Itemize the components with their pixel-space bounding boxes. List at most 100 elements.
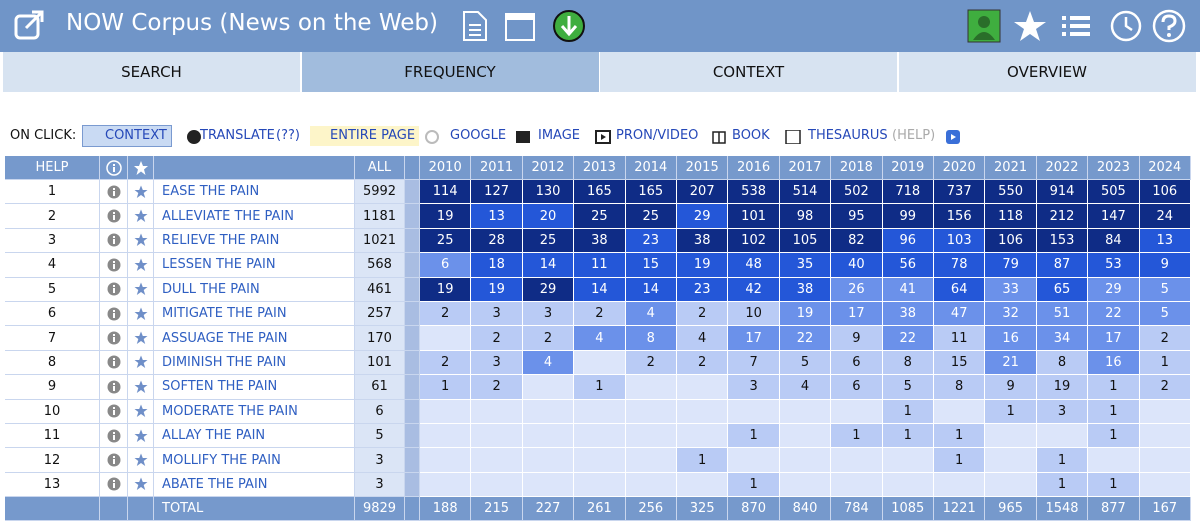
info-icon[interactable]: [107, 477, 121, 491]
info-icon[interactable]: [107, 233, 121, 247]
info-icon[interactable]: [107, 209, 121, 223]
term-cell[interactable]: LESSEN THE PAIN: [154, 253, 355, 278]
info-icon[interactable]: [107, 258, 121, 272]
star-icon[interactable]: [134, 331, 148, 345]
info-icon[interactable]: [107, 331, 121, 345]
rank-cell: 10: [5, 399, 100, 424]
term-cell[interactable]: DULL THE PAIN: [154, 277, 355, 302]
term-cell[interactable]: SOFTEN THE PAIN: [154, 375, 355, 400]
year-cell: 23: [677, 277, 729, 302]
year-cell: 98: [779, 204, 832, 229]
star-icon[interactable]: [134, 380, 148, 394]
year-cell: 29: [522, 277, 575, 302]
toolbar-option[interactable]: IMAGE: [538, 128, 581, 143]
toolbar-option[interactable]: TRANSLATE: [200, 128, 275, 143]
year-cell: 19: [420, 204, 472, 229]
year-cell: 6: [831, 375, 883, 400]
nav-tab[interactable]: FREQUENCY: [301, 52, 599, 92]
toolbar-option[interactable]: (??): [276, 128, 300, 143]
header-tools[interactable]: [462, 10, 592, 44]
star-icon[interactable]: [134, 307, 148, 321]
year-cell: 9: [1139, 253, 1191, 278]
year-cell: 105: [779, 228, 832, 254]
star-icon[interactable]: [134, 477, 148, 491]
year-header: 2024: [1139, 156, 1191, 180]
term-cell[interactable]: ABATE THE PAIN: [154, 472, 355, 498]
year-cell: 5: [1139, 277, 1191, 302]
total-year: 784: [831, 497, 883, 522]
year-header: 2015: [677, 156, 729, 180]
info-cell: [100, 180, 128, 205]
year-cell: 13: [471, 204, 523, 229]
toolbar-option[interactable]: GOOGLE: [450, 128, 507, 143]
toolbar-option[interactable]: PRON/VIDEO: [616, 128, 699, 143]
year-cell: 8: [625, 326, 677, 351]
year-cell: 17: [728, 326, 780, 351]
info-cell: [100, 277, 128, 302]
toolbar-option[interactable]: ENTIRE PAGE: [310, 126, 420, 146]
info-icon[interactable]: [107, 307, 121, 321]
star-icon[interactable]: [134, 404, 148, 418]
star-icon[interactable]: [134, 282, 148, 296]
toolbar-option[interactable]: THESAURUS: [808, 128, 888, 143]
star-icon[interactable]: [134, 185, 148, 199]
year-cell: 2: [574, 302, 626, 327]
info-icon[interactable]: [107, 404, 121, 418]
toolbar-option[interactable]: CONTEXT: [82, 125, 172, 147]
year-cell: [985, 424, 1037, 449]
year-cell: [831, 448, 883, 473]
year-cell: 18: [471, 253, 523, 278]
year-cell: 5: [882, 375, 934, 400]
star-icon[interactable]: [134, 209, 148, 223]
total-year: 256: [625, 497, 677, 522]
star-icon[interactable]: [134, 429, 148, 443]
toolbar-option[interactable]: (HELP): [892, 128, 936, 143]
year-cell: 5: [779, 350, 832, 376]
star-cell: [128, 350, 154, 376]
term-cell[interactable]: MITIGATE THE PAIN: [154, 302, 355, 327]
year-cell: 212: [1036, 204, 1089, 229]
year-header: 2021: [985, 156, 1037, 180]
info-icon[interactable]: [107, 453, 121, 467]
term-cell[interactable]: RELIEVE THE PAIN: [154, 228, 355, 254]
toolbar-option[interactable]: BOOK: [732, 128, 770, 143]
info-cell: [100, 204, 128, 229]
gap-cell: [405, 350, 420, 376]
info-icon[interactable]: [107, 380, 121, 394]
term-cell[interactable]: ASSUAGE THE PAIN: [154, 326, 355, 351]
year-cell: 23: [625, 228, 677, 254]
term-cell[interactable]: DIMINISH THE PAIN: [154, 350, 355, 376]
info-header-icon: [105, 159, 122, 176]
term-cell[interactable]: MODERATE THE PAIN: [154, 399, 355, 424]
user-tools[interactable]: [966, 8, 1191, 44]
term-cell[interactable]: ALLAY THE PAIN: [154, 424, 355, 449]
info-icon[interactable]: [107, 429, 121, 443]
info-icon[interactable]: [107, 355, 121, 369]
year-cell: 2: [471, 326, 523, 351]
info-icon[interactable]: [107, 282, 121, 296]
external-icon[interactable]: [14, 10, 46, 42]
year-cell: 19: [471, 277, 523, 302]
nav-tab[interactable]: OVERVIEW: [898, 52, 1196, 92]
total-year: 840: [779, 497, 832, 522]
year-cell: 103: [934, 228, 986, 254]
star-icon[interactable]: [134, 355, 148, 369]
star-icon[interactable]: [134, 258, 148, 272]
term-cell[interactable]: MOLLIFY THE PAIN: [154, 448, 355, 473]
year-cell: 1: [1139, 350, 1191, 376]
nav-tab[interactable]: CONTEXT: [600, 52, 897, 92]
year-header: 2022: [1036, 156, 1089, 180]
year-cell: [677, 375, 729, 400]
year-cell: 40: [831, 253, 883, 278]
term-cell[interactable]: ALLEVIATE THE PAIN: [154, 204, 355, 229]
gap-cell: [405, 424, 420, 449]
year-cell: 106: [1139, 180, 1191, 205]
term-cell[interactable]: EASE THE PAIN: [154, 180, 355, 205]
info-icon[interactable]: [107, 185, 121, 199]
year-cell: 207: [677, 180, 729, 205]
year-cell: 1: [420, 375, 472, 400]
star-icon[interactable]: [134, 233, 148, 247]
all-cell: 461: [355, 277, 405, 302]
star-icon[interactable]: [134, 453, 148, 467]
nav-tab[interactable]: SEARCH: [3, 52, 300, 92]
